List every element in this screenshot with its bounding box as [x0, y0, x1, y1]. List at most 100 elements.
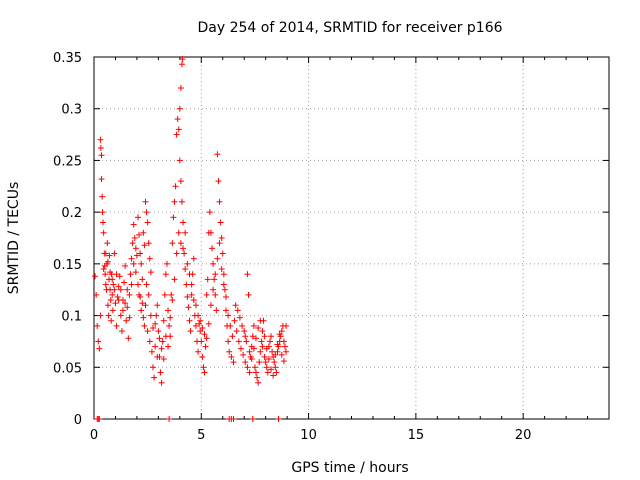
data-point	[206, 209, 213, 216]
data-point	[130, 260, 137, 267]
data-point	[97, 312, 104, 319]
data-point	[154, 353, 161, 360]
data-point	[159, 338, 166, 345]
data-point	[144, 328, 151, 335]
data-point	[214, 151, 221, 158]
data-point	[188, 281, 195, 288]
data-point	[271, 359, 278, 366]
data-points	[92, 56, 290, 422]
data-point	[111, 286, 118, 293]
data-point	[204, 276, 211, 283]
data-point	[198, 338, 205, 345]
data-point	[116, 273, 123, 280]
data-point	[218, 235, 225, 241]
data-point	[99, 193, 106, 200]
data-point	[104, 258, 111, 265]
data-point	[150, 324, 157, 331]
data-point	[115, 283, 122, 290]
data-point	[245, 291, 252, 298]
data-point	[190, 297, 197, 304]
data-point	[130, 221, 137, 228]
data-point	[133, 252, 140, 259]
data-point	[212, 271, 219, 278]
data-point	[121, 279, 128, 286]
data-point	[178, 61, 185, 68]
x-tick-label: 15	[408, 428, 425, 443]
data-point	[275, 416, 282, 422]
data-point	[102, 281, 109, 288]
x-tick-label: 0	[90, 428, 98, 443]
data-point	[172, 183, 179, 190]
data-point	[274, 341, 281, 348]
data-point	[148, 348, 155, 355]
data-point	[132, 269, 139, 276]
data-point	[143, 281, 150, 288]
data-point	[152, 320, 159, 327]
data-point	[113, 271, 120, 278]
data-point	[207, 302, 214, 309]
data-point	[186, 271, 193, 278]
data-point	[225, 312, 232, 319]
data-point	[147, 269, 154, 276]
data-point	[259, 328, 266, 335]
data-point	[210, 286, 217, 293]
data-point	[100, 219, 107, 226]
data-point	[184, 260, 191, 267]
data-point	[251, 364, 258, 371]
data-point	[246, 369, 253, 376]
data-point	[107, 297, 114, 304]
data-point	[250, 322, 257, 329]
data-point	[280, 358, 287, 365]
data-point	[199, 324, 206, 331]
y-tick-label: 0	[74, 413, 82, 428]
data-point	[134, 214, 141, 221]
data-point	[157, 369, 164, 376]
data-point	[276, 331, 283, 338]
data-point	[132, 245, 139, 252]
data-point	[207, 229, 214, 236]
data-point	[137, 250, 144, 257]
data-point	[183, 281, 190, 288]
data-point	[272, 351, 279, 358]
data-point	[272, 364, 279, 371]
data-point	[102, 250, 109, 257]
data-point	[176, 157, 183, 164]
data-point	[128, 281, 135, 288]
data-point	[264, 369, 271, 376]
y-tick-label: 0.25	[53, 154, 82, 169]
data-point	[166, 416, 173, 422]
data-point	[114, 293, 121, 300]
data-point	[229, 333, 236, 340]
data-point	[112, 300, 119, 307]
x-tick-label: 20	[515, 428, 532, 443]
data-point	[200, 364, 207, 371]
plot-border	[93, 56, 610, 420]
data-point	[163, 260, 170, 267]
y-tick-label: 0.35	[53, 51, 82, 66]
data-point	[221, 286, 228, 293]
data-point	[166, 322, 173, 329]
data-point	[158, 345, 165, 352]
data-point	[210, 260, 217, 267]
data-point	[94, 322, 101, 329]
data-point	[248, 356, 255, 363]
data-point	[205, 320, 212, 327]
data-point	[175, 229, 182, 236]
data-point	[201, 331, 208, 338]
data-point	[181, 250, 188, 257]
data-point	[160, 356, 167, 363]
data-point	[192, 322, 199, 329]
data-point	[249, 333, 256, 340]
data-point	[196, 320, 203, 327]
data-point	[140, 314, 147, 321]
data-point	[106, 252, 113, 259]
data-point	[117, 286, 124, 293]
data-point	[160, 317, 167, 324]
data-point	[96, 416, 103, 422]
data-point	[119, 307, 126, 314]
tick-labels: 0 5 10 15 20 0 0.05 0.1 0.15 0.2 0.25 0.3 0.35	[53, 51, 531, 443]
data-point	[199, 353, 206, 360]
data-point	[218, 266, 225, 273]
data-point	[128, 255, 135, 262]
data-point	[118, 328, 125, 335]
